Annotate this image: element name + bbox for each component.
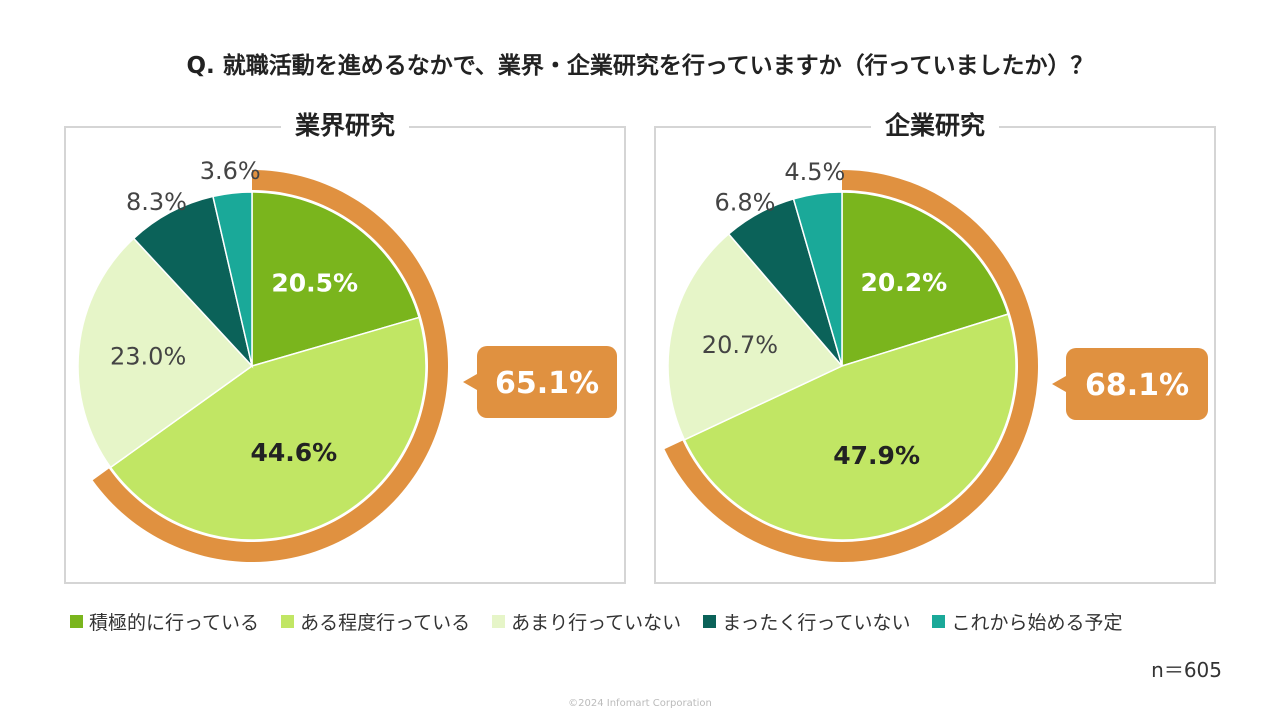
slice-rarely [77,237,254,469]
slice-planning [792,191,843,367]
slice-label: 6.8% [714,189,775,217]
legend-label: あまり行っていない [511,612,682,634]
slice-label: 47.9% [833,441,920,470]
legend-label: ある程度行っている [300,612,471,634]
highlight-label: 68.1% [1085,368,1189,403]
legend-swatch [281,615,295,628]
slice-label: 8.3% [126,188,187,216]
slice-label: 3.6% [200,157,261,185]
industry-research-panel: 業界研究 [64,108,626,584]
legend-swatch [70,615,83,628]
legend-label: 積極的に行っている [89,612,260,634]
company-research-title: 企業研究 [870,108,1000,144]
slice-somewhat [109,316,427,541]
slice-label: 23.0% [110,343,186,371]
company-research-panel: 企業研究 [654,108,1216,584]
slice-label: 44.6% [250,438,337,467]
slice-rarely [667,232,844,441]
legend-swatch [932,615,946,628]
legend-item-somewhat: ある程度行っている [281,608,470,635]
copyright: ©2024 Infomart Corporation [568,698,712,709]
highlight-callout [1066,348,1208,420]
slice-label: 20.7% [702,331,778,359]
slice-label: 4.5% [784,158,845,186]
sample-size: n＝605 [1151,658,1222,682]
legend-item-rarely: あまり行っていない [492,608,681,635]
legend: 積極的に行っている ある程度行っている あまり行っていない まったく行っていない… [70,608,1250,635]
highlight-callout [477,346,617,418]
callout-pointer [1052,376,1066,392]
slice-planning [212,191,253,367]
slice-somewhat [683,313,1017,541]
legend-item-not-at-all: まったく行っていない [703,608,910,635]
legend-item-active: 積極的に行っている [70,608,259,635]
callout-pointer [463,374,477,390]
legend-swatch [492,615,506,628]
highlight-label: 65.1% [495,366,599,401]
legend-item-planning: これから始める予定 [932,608,1123,635]
slice-label: 20.5% [271,269,358,298]
chart-title: Q. 就職活動を進めるなかで、業界・企業研究を行っていますか（行っていましたか）… [186,53,1094,79]
slice-active [841,191,1010,368]
legend-label: まったく行っていない [722,612,911,634]
slice-label: 20.2% [860,268,947,297]
slice-active [251,191,421,367]
industry-research-title: 業界研究 [280,108,410,144]
legend-label: これから始める予定 [951,612,1123,634]
legend-swatch [703,615,717,628]
